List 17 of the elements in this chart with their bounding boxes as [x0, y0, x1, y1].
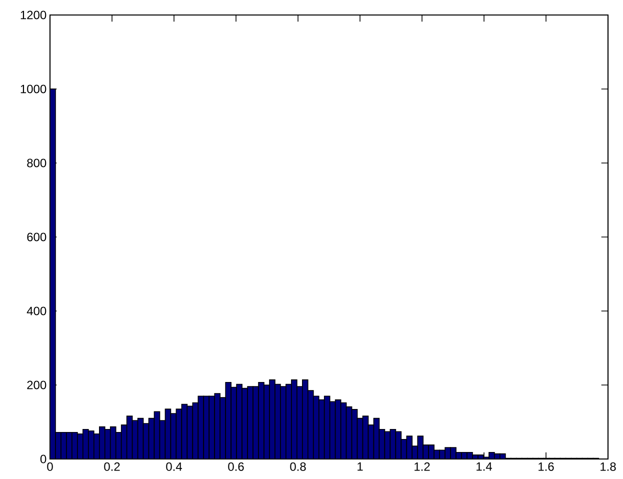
y-tick-label: 400 [26, 306, 46, 316]
y-tick-label: 600 [27, 232, 46, 242]
x-tick-label: 1.4 [476, 462, 492, 471]
y-tick-label: 800 [27, 158, 46, 168]
x-tick-label: 1.6 [538, 462, 554, 471]
x-tick-label: 0.2 [104, 462, 120, 471]
x-tick-label: 1.8 [600, 462, 616, 471]
x-tick-label: 0.6 [228, 462, 244, 471]
y-tick-label: 0 [40, 454, 46, 464]
x-tick-label: 0.4 [166, 462, 182, 471]
x-tick-label: 1.2 [414, 462, 430, 471]
y-tick-label: 200 [27, 380, 46, 390]
y-tick-label: 1000 [20, 84, 46, 94]
x-tick-label: 0 [47, 462, 53, 471]
y-tick-label: 1200 [20, 10, 46, 20]
x-tick-label: 1 [358, 462, 363, 471]
x-tick-label: 0.8 [290, 462, 306, 471]
